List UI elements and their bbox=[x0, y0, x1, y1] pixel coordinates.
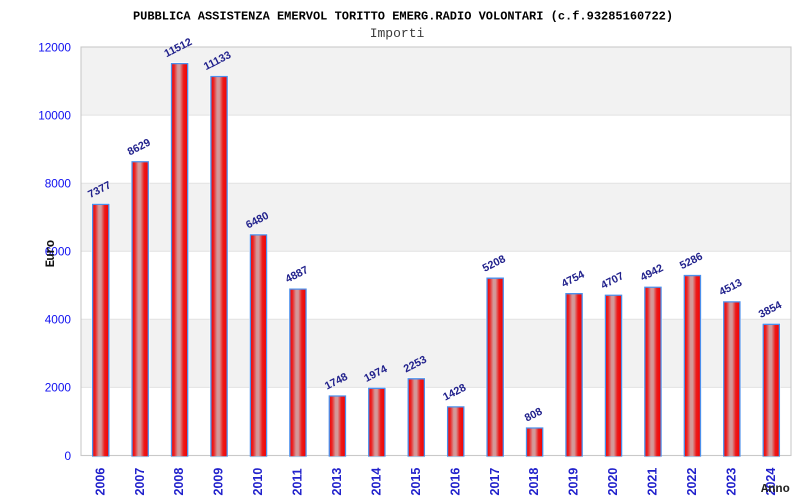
svg-text:2000: 2000 bbox=[45, 381, 72, 395]
svg-text:2016: 2016 bbox=[448, 468, 462, 496]
svg-text:2015: 2015 bbox=[409, 468, 423, 496]
svg-text:2020: 2020 bbox=[606, 468, 620, 496]
svg-text:Anno: Anno bbox=[761, 482, 790, 496]
svg-text:Euro: Euro bbox=[44, 240, 58, 267]
svg-text:8000: 8000 bbox=[45, 177, 72, 191]
svg-text:12000: 12000 bbox=[38, 40, 71, 54]
svg-text:PUBBLICA ASSISTENZA EMERVOL TO: PUBBLICA ASSISTENZA EMERVOL TORITTO EMER… bbox=[133, 10, 673, 24]
svg-text:2008: 2008 bbox=[172, 468, 186, 496]
svg-text:2024: 2024 bbox=[764, 468, 778, 496]
svg-text:6000: 6000 bbox=[45, 245, 72, 259]
svg-text:10000: 10000 bbox=[38, 108, 71, 122]
svg-text:2018: 2018 bbox=[527, 468, 541, 496]
svg-text:0: 0 bbox=[64, 449, 71, 463]
svg-text:2011: 2011 bbox=[291, 468, 305, 495]
svg-text:Importi: Importi bbox=[370, 26, 425, 41]
svg-text:2006: 2006 bbox=[93, 468, 107, 496]
svg-text:2022: 2022 bbox=[685, 468, 699, 496]
svg-text:2023: 2023 bbox=[724, 468, 738, 496]
svg-text:2019: 2019 bbox=[567, 468, 581, 496]
svg-text:2013: 2013 bbox=[330, 468, 344, 496]
svg-text:2010: 2010 bbox=[251, 468, 265, 496]
svg-text:2014: 2014 bbox=[369, 468, 383, 496]
svg-text:2009: 2009 bbox=[212, 468, 226, 496]
svg-text:2017: 2017 bbox=[488, 468, 502, 496]
svg-text:2021: 2021 bbox=[646, 468, 660, 496]
svg-text:2007: 2007 bbox=[133, 468, 147, 496]
svg-text:4000: 4000 bbox=[45, 313, 72, 327]
